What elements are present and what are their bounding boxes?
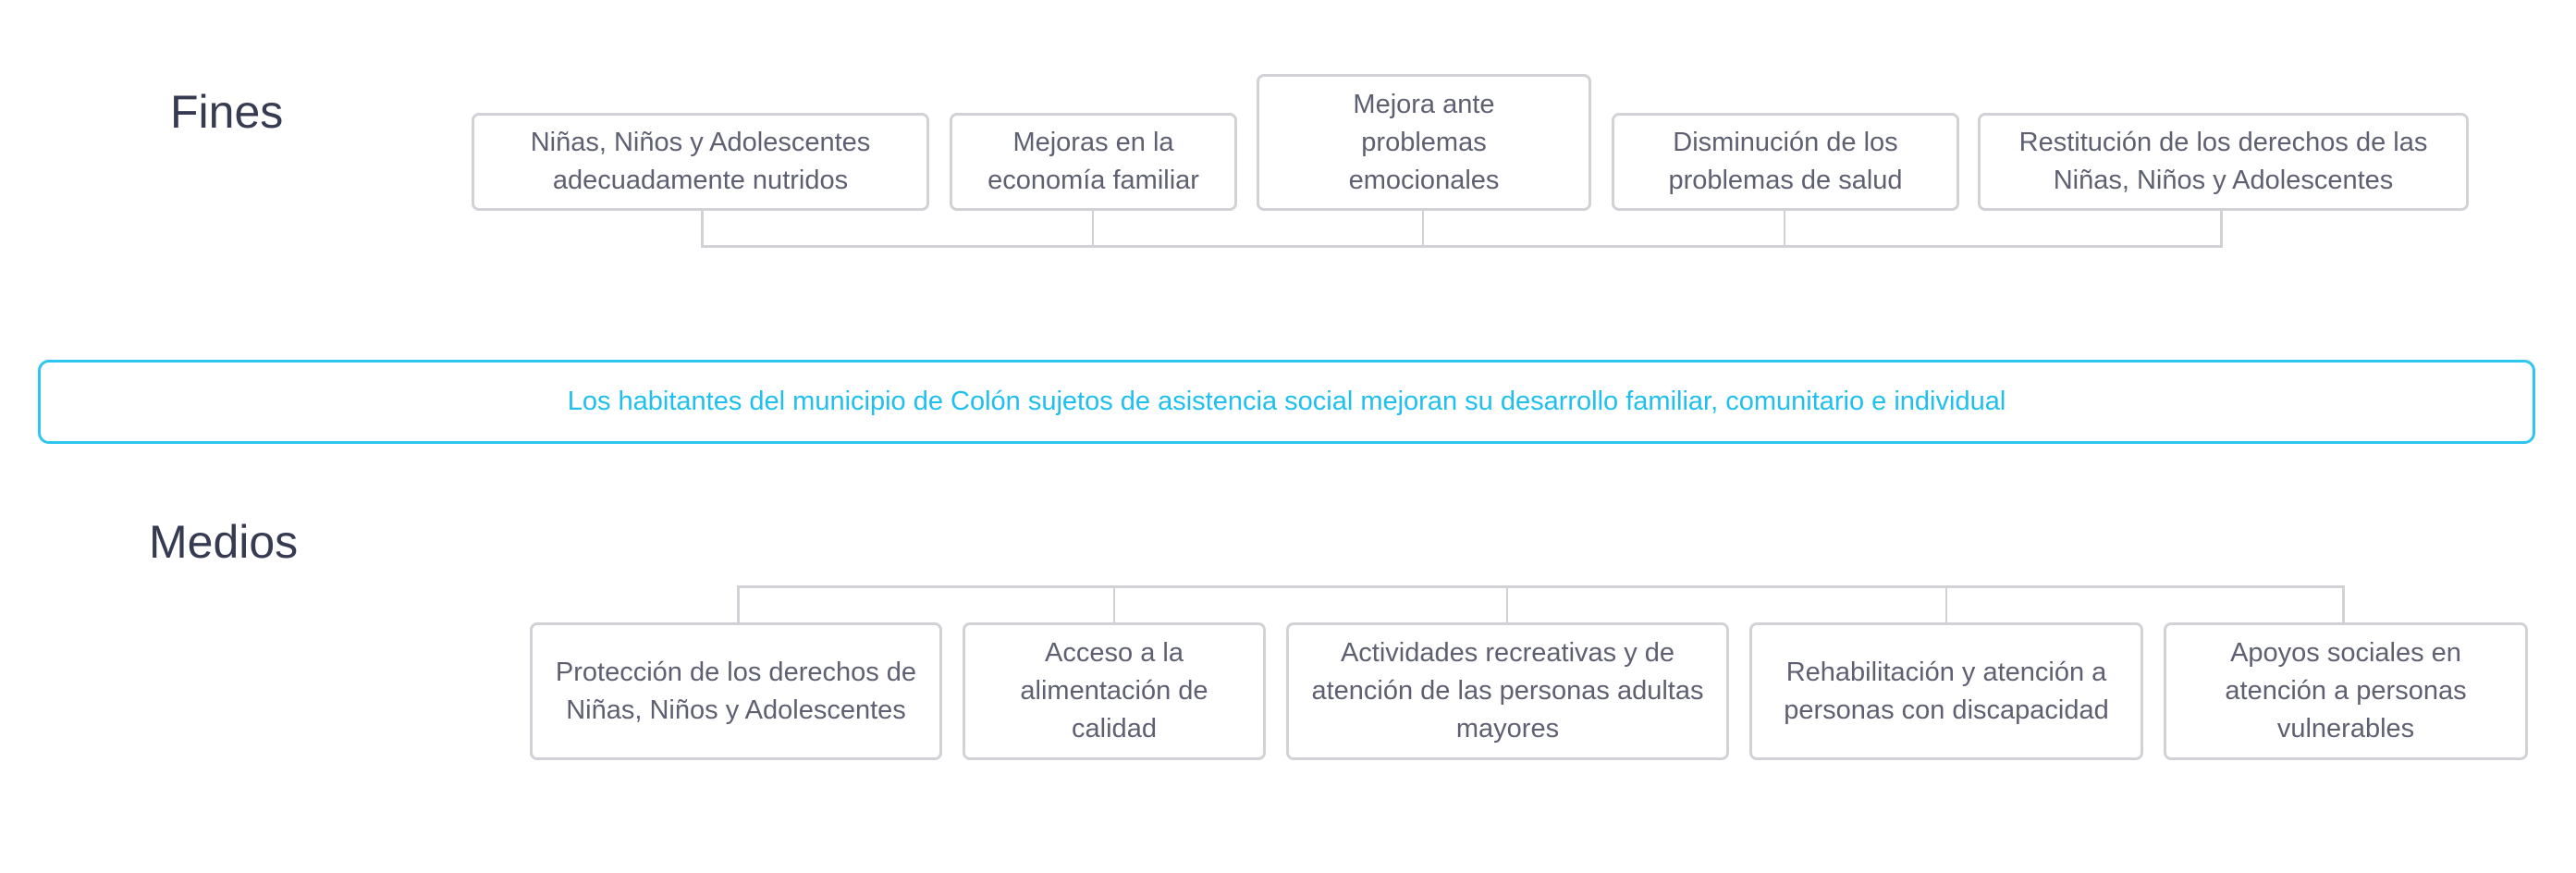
medio-box: Protección de los derechos de Niñas, Niñ… — [530, 622, 942, 760]
fin-box: Niñas, Niños y Adolescentes adecuadament… — [472, 113, 929, 211]
fines-connector-horizontal — [701, 245, 2223, 248]
fin-box: Mejora ante problemas emocionales — [1257, 74, 1591, 211]
fines-connector-3 — [1422, 210, 1424, 247]
fines-connector-5 — [2220, 210, 2223, 248]
fin-box: Mejoras en la economía familiar — [950, 113, 1237, 211]
medio-box: Apoyos sociales en atención a personas v… — [2164, 622, 2528, 760]
fines-heading: Fines — [170, 86, 284, 138]
medios-connector-horizontal — [737, 585, 2345, 588]
medios-connector-1 — [737, 585, 740, 623]
fines-connector-1 — [701, 210, 704, 248]
fines-connector-2 — [1092, 210, 1094, 247]
medios-connector-5 — [2342, 585, 2345, 623]
medios-heading: Medios — [149, 516, 299, 568]
fin-box: Restitución de los derechos de las Niñas… — [1978, 113, 2469, 211]
medios-connector-4 — [1945, 586, 1947, 623]
proposito-text: Los habitantes del municipio de Colón su… — [567, 387, 2006, 416]
proposito-box: Los habitantes del municipio de Colón su… — [38, 360, 2535, 444]
medios-connector-3 — [1506, 586, 1508, 623]
medio-box: Rehabilitación y atención a personas con… — [1749, 622, 2143, 760]
fin-box: Disminución de los problemas de salud — [1612, 113, 1959, 211]
fines-connector-4 — [1784, 210, 1785, 247]
medio-box: Acceso a la alimentación de calidad — [963, 622, 1266, 760]
medio-box: Actividades recreativas y de atención de… — [1286, 622, 1729, 760]
medios-connector-2 — [1113, 586, 1115, 623]
